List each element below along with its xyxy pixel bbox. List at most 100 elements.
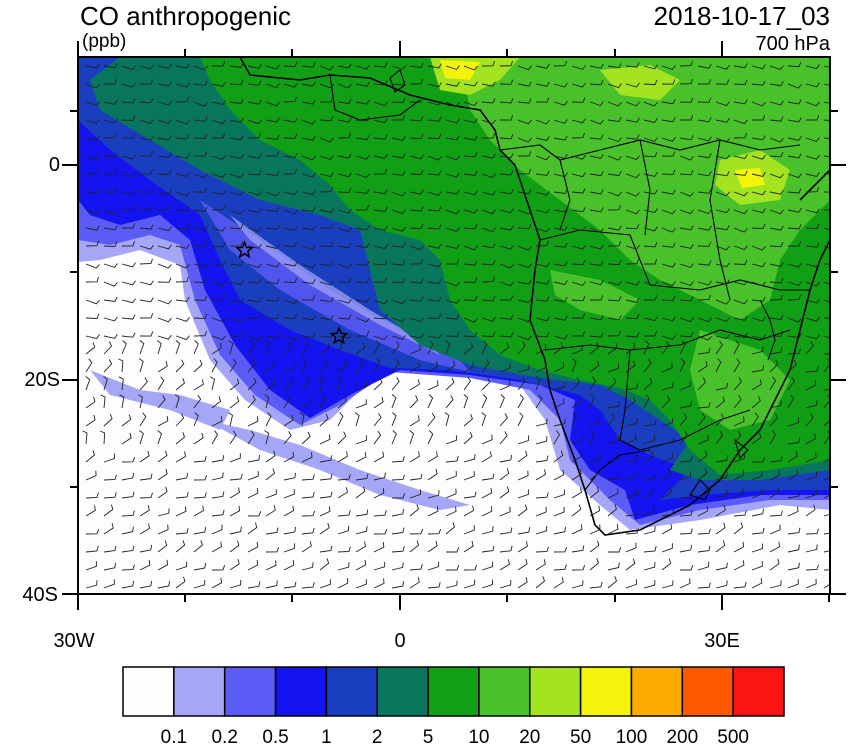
wind-barb xyxy=(193,295,208,301)
wind-barb xyxy=(301,81,316,87)
wind-barb xyxy=(157,277,172,283)
wind-barb xyxy=(481,358,490,373)
wind-barb xyxy=(463,65,478,71)
wind-barb xyxy=(625,528,639,535)
colorbar-label: 5 xyxy=(422,727,434,748)
wind-barb xyxy=(121,414,132,427)
wind-barb xyxy=(571,132,585,139)
wind-barb xyxy=(211,205,226,211)
wind-barb xyxy=(697,561,710,571)
wind-barb xyxy=(175,224,190,230)
site-markers xyxy=(234,240,349,345)
wind-barb xyxy=(752,115,766,121)
wind-barb xyxy=(571,154,586,160)
wind-barb xyxy=(733,340,740,355)
wind-barb xyxy=(247,263,262,269)
wind-barb xyxy=(535,155,550,161)
wind-barb xyxy=(211,472,224,481)
wind-barb xyxy=(121,280,136,286)
wind-barb xyxy=(787,83,802,89)
wind-barb xyxy=(805,64,820,70)
wind-barb xyxy=(769,314,784,320)
wind-barb xyxy=(589,376,597,391)
wind-barb xyxy=(625,509,639,517)
wind-barb xyxy=(139,119,154,125)
wind-barb xyxy=(103,359,113,373)
wind-barb xyxy=(319,315,334,321)
wind-barb xyxy=(229,526,242,535)
wind-barb xyxy=(697,317,712,323)
wind-barb xyxy=(337,562,350,571)
wind-barb xyxy=(643,419,657,427)
wind-barb xyxy=(85,118,100,124)
wind-barb xyxy=(175,492,189,499)
wind-barb xyxy=(391,242,406,248)
wind-barb xyxy=(211,541,222,553)
wind-barb xyxy=(715,472,728,481)
wind-barb xyxy=(499,486,510,499)
wind-barb xyxy=(679,97,694,103)
wind-barb xyxy=(643,79,658,86)
wind-barb xyxy=(571,188,586,194)
wind-barb xyxy=(733,358,741,373)
wind-barb xyxy=(319,558,330,571)
wind-barb xyxy=(481,451,492,463)
wind-barb xyxy=(607,576,618,589)
wind-barb xyxy=(553,242,568,248)
wind-barb xyxy=(229,579,242,589)
wind-barb xyxy=(697,136,712,142)
wind-barb xyxy=(265,340,271,355)
wind-barb xyxy=(517,412,524,427)
wind-barb xyxy=(319,280,334,286)
wind-barb xyxy=(499,527,513,535)
wind-barb xyxy=(157,415,169,427)
wind-barb xyxy=(283,299,298,305)
wind-barb xyxy=(805,544,818,553)
wind-barb xyxy=(643,226,658,232)
wind-barb xyxy=(715,171,730,177)
wind-barb xyxy=(589,360,600,373)
wind-barb xyxy=(337,333,352,339)
wind-barb xyxy=(301,541,312,553)
wind-barb xyxy=(283,335,298,341)
wind-barb xyxy=(769,580,782,589)
wind-barb xyxy=(427,133,442,140)
wind-barb xyxy=(751,190,766,196)
wind-barb xyxy=(625,470,637,481)
wind-barb xyxy=(265,206,280,212)
wind-barb xyxy=(373,118,388,124)
wind-barb xyxy=(481,394,488,409)
wind-barb xyxy=(247,522,258,535)
wind-barb xyxy=(643,330,658,337)
wind-barb xyxy=(787,117,802,123)
wind-barb xyxy=(409,317,424,323)
wind-barb xyxy=(499,332,514,338)
wind-barb xyxy=(193,379,204,391)
wind-barb xyxy=(517,263,532,269)
wind-barb xyxy=(787,394,795,409)
wind-barb xyxy=(751,346,764,355)
wind-barb xyxy=(139,430,144,445)
wind-barb xyxy=(319,343,330,355)
wind-barb xyxy=(805,366,819,373)
wind-barb xyxy=(643,562,656,571)
wind-barb xyxy=(607,524,619,535)
wind-barb xyxy=(571,504,582,517)
wind-barb xyxy=(247,541,259,553)
wind-barb xyxy=(589,430,596,445)
wind-barb xyxy=(661,79,676,85)
wind-barb xyxy=(427,412,436,427)
wind-barb xyxy=(697,545,711,553)
wind-barb xyxy=(337,578,349,589)
wind-barb xyxy=(607,377,617,391)
wind-barb xyxy=(355,526,368,535)
wind-barb xyxy=(228,340,234,355)
wind-barb xyxy=(175,119,190,125)
wind-barb xyxy=(661,437,675,445)
wind-barb xyxy=(355,435,367,445)
wind-barb xyxy=(391,209,406,215)
wind-barb xyxy=(283,489,295,499)
wind-barb xyxy=(643,451,654,463)
wind-barb xyxy=(211,133,226,139)
wind-barb xyxy=(211,260,226,267)
